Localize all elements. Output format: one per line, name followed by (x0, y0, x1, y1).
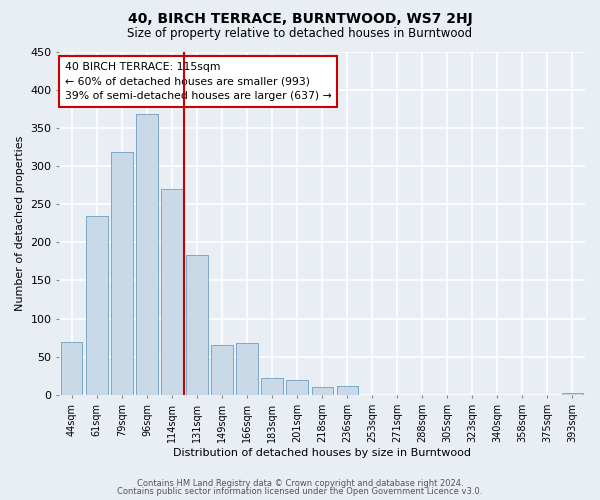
Text: Size of property relative to detached houses in Burntwood: Size of property relative to detached ho… (127, 28, 473, 40)
Bar (262, 378, 283, 395)
Text: 40 BIRCH TERRACE: 115sqm
← 60% of detached houses are smaller (993)
39% of semi-: 40 BIRCH TERRACE: 115sqm ← 60% of detach… (65, 62, 331, 102)
Bar (136, 114, 158, 395)
Text: Contains public sector information licensed under the Open Government Licence v3: Contains public sector information licen… (118, 487, 482, 496)
Bar (111, 152, 133, 395)
Bar (161, 189, 182, 395)
Bar (86, 216, 107, 395)
Y-axis label: Number of detached properties: Number of detached properties (15, 136, 25, 311)
Bar (337, 386, 358, 395)
Bar (286, 380, 308, 395)
Bar (311, 388, 333, 395)
Text: Contains HM Land Registry data © Crown copyright and database right 2024.: Contains HM Land Registry data © Crown c… (137, 478, 463, 488)
Bar (187, 256, 208, 395)
Bar (562, 394, 583, 395)
Bar (211, 346, 233, 395)
Bar (61, 342, 82, 395)
Bar (236, 343, 258, 395)
X-axis label: Distribution of detached houses by size in Burntwood: Distribution of detached houses by size … (173, 448, 471, 458)
Text: 40, BIRCH TERRACE, BURNTWOOD, WS7 2HJ: 40, BIRCH TERRACE, BURNTWOOD, WS7 2HJ (128, 12, 472, 26)
